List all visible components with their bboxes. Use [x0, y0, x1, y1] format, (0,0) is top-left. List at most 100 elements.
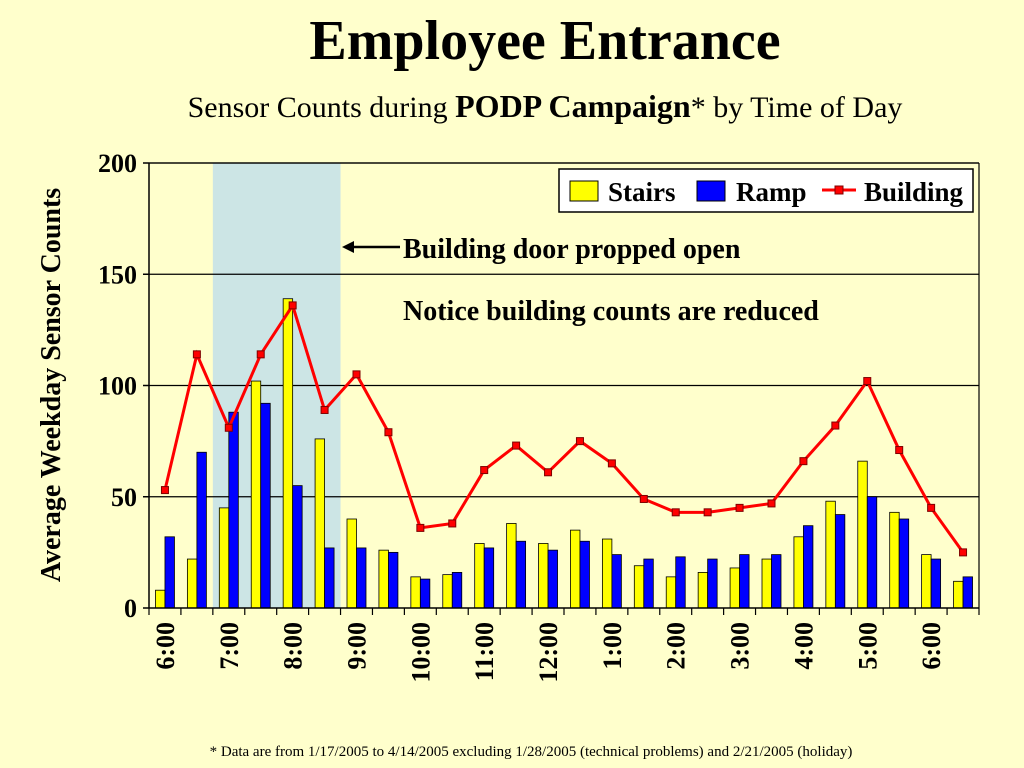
legend: Stairs Ramp Building — [558, 168, 974, 213]
bar-ramp-24 — [930, 558, 942, 609]
bar-ramp-25 — [962, 576, 973, 609]
legend-swatch-stairs — [569, 180, 599, 202]
y-tick-label-150: 150 — [98, 260, 137, 289]
building-point-19 — [767, 499, 776, 508]
building-point-11 — [512, 441, 521, 450]
legend-swatch-ramp — [696, 180, 726, 202]
bar-stairs-0 — [155, 589, 166, 609]
x-tick-label-4: 10:00 — [406, 622, 435, 683]
building-point-15 — [639, 494, 648, 503]
bar-ramp-16 — [675, 556, 686, 609]
bar-ramp-19 — [771, 554, 782, 609]
bar-ramp-9 — [451, 572, 463, 609]
bar-ramp-15 — [643, 558, 654, 609]
x-tick-label-3: 9:00 — [343, 622, 372, 670]
building-polyline — [163, 301, 965, 554]
building-point-18 — [735, 503, 744, 512]
bar-stairs-20 — [793, 536, 804, 609]
y-tick-label-100: 100 — [98, 372, 137, 401]
bar-ramp-17 — [707, 558, 718, 609]
bar-stairs-23 — [889, 511, 900, 609]
bar-stairs-7 — [378, 549, 389, 609]
bar-stairs-12 — [538, 543, 549, 609]
building-point-4 — [288, 301, 297, 310]
bar-ramp-6 — [356, 547, 367, 609]
y-tick-label-50: 50 — [111, 483, 137, 512]
building-point-5 — [320, 405, 329, 414]
y-tick-label-200: 200 — [98, 149, 137, 178]
x-tick-label-12: 6:00 — [917, 622, 946, 670]
bar-stairs-5 — [314, 438, 325, 609]
bar-stairs-11 — [506, 523, 517, 609]
building-point-16 — [671, 508, 680, 517]
bar-ramp-20 — [803, 525, 814, 609]
bar-stairs-19 — [761, 558, 772, 609]
y-axis-label: Average Weekday Sensor Counts — [36, 188, 67, 582]
building-point-14 — [607, 459, 616, 468]
x-tick-label-10: 4:00 — [789, 622, 818, 670]
building-point-13 — [575, 437, 584, 446]
bar-ramp-10 — [483, 547, 495, 609]
building-point-23 — [895, 446, 904, 455]
bar-ramp-14 — [611, 554, 622, 609]
building-point-0 — [160, 486, 169, 495]
bar-stairs-25 — [953, 580, 964, 609]
bar-stairs-4 — [282, 298, 294, 609]
building-point-21 — [831, 421, 840, 430]
annotation-counts-reduced: Notice building counts are reduced — [403, 296, 819, 327]
building-point-20 — [799, 457, 808, 466]
building-point-8 — [416, 523, 425, 532]
axes — [143, 162, 980, 615]
bar-ramp-3 — [260, 402, 271, 609]
annotation-arrow — [342, 241, 400, 253]
subtitle-campaign: PODP Campaign — [455, 88, 691, 124]
bar-stairs-16 — [665, 576, 677, 609]
building-point-9 — [448, 519, 457, 528]
bar-stairs-1 — [186, 558, 198, 609]
x-tick-label-6: 12:00 — [534, 622, 563, 683]
legend-box — [558, 168, 974, 213]
x-tick-label-7: 1:00 — [598, 622, 627, 670]
bar-stairs-15 — [633, 565, 645, 609]
bar-stairs-17 — [697, 572, 709, 609]
x-tick-label-11: 5:00 — [853, 622, 882, 670]
bar-stairs-6 — [346, 518, 357, 609]
bar-ramp-7 — [388, 551, 399, 609]
bar-ramp-1 — [196, 451, 207, 609]
x-tick-label-8: 2:00 — [662, 622, 691, 670]
bar-ramp-22 — [866, 496, 878, 609]
bar-ramp-21 — [834, 514, 846, 609]
bar-ramp-0 — [164, 536, 175, 609]
building-point-6 — [352, 370, 361, 379]
building-point-1 — [192, 350, 201, 359]
y-ticks: 0 50 100 150 200 — [98, 149, 137, 623]
building-point-17 — [703, 508, 712, 517]
bar-stairs-3 — [250, 380, 262, 609]
building-point-2 — [224, 423, 233, 432]
building-point-12 — [544, 468, 553, 477]
legend-swatch-building-marker — [834, 185, 844, 195]
bar-stairs-9 — [442, 574, 453, 609]
subtitle-suffix: * by Time of Day — [690, 91, 903, 124]
x-ticks: 6:00 7:00 8:00 9:00 10:00 11:00 12:00 1:00 2:00 3… — [151, 622, 946, 683]
bar-ramp-4 — [292, 485, 303, 609]
annotation-door-propped: Building door propped open — [403, 234, 741, 265]
building-point-25 — [959, 548, 968, 557]
bar-stairs-2 — [218, 507, 230, 609]
bar-ramp-2 — [228, 411, 239, 609]
x-tick-label-0: 6:00 — [151, 622, 180, 670]
bar-stairs-24 — [921, 554, 932, 609]
building-point-24 — [927, 503, 936, 512]
bar-stairs-21 — [825, 500, 836, 609]
legend-label-stairs: Stairs — [608, 177, 676, 207]
bar-stairs-18 — [729, 567, 740, 609]
bar-ramp-23 — [898, 518, 910, 609]
bars — [155, 298, 973, 609]
bar-stairs-14 — [601, 538, 613, 609]
building-line — [160, 301, 968, 557]
y-tick-label-0: 0 — [124, 594, 137, 623]
legend-label-ramp: Ramp — [736, 177, 807, 207]
building-point-10 — [480, 466, 489, 475]
bar-ramp-18 — [739, 554, 750, 609]
